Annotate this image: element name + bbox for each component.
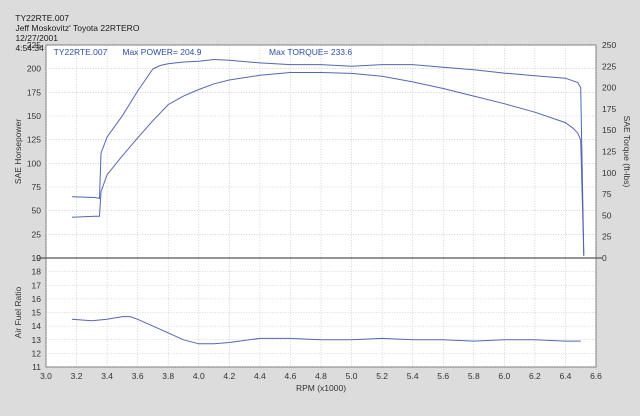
torque-tick-label: 50 <box>602 210 612 220</box>
x-tick-label: 4.6 <box>285 371 297 381</box>
x-tick-label: 5.8 <box>468 371 480 381</box>
x-tick-label: 5.6 <box>437 371 449 381</box>
x-tick-label: 3.6 <box>132 371 144 381</box>
torque-tick-label: 175 <box>602 104 616 114</box>
x-axis-title: RPM (x1000) <box>296 383 346 393</box>
air-fuel-curve <box>71 316 581 345</box>
hp-tick-label: 200 <box>27 64 41 74</box>
hp-tick-label: 50 <box>32 206 42 216</box>
torque-tick-label: 250 <box>602 40 616 50</box>
afr-tick-label: 11 <box>32 362 41 372</box>
hp-axis-title: SAE Horsepower <box>13 119 23 184</box>
hp-tick-label: 150 <box>27 111 41 121</box>
info-max-power: Max POWER= 204.9 <box>122 47 201 57</box>
x-tick-label: 6.6 <box>590 371 602 381</box>
torque-tick-label: 75 <box>602 189 612 199</box>
horsepower-curve <box>71 72 585 257</box>
torque-axis-title: SAE Torque (ft-lbs) <box>622 116 632 188</box>
afr-tick-label: 15 <box>32 308 42 318</box>
afr-tick-label: 14 <box>32 321 42 331</box>
torque-tick-label: 100 <box>602 168 616 178</box>
x-tick-label: 4.0 <box>193 371 205 381</box>
afr-tick-label: 16 <box>32 294 42 304</box>
info-max-torque: Max TORQUE= 233.6 <box>269 47 352 57</box>
hp-tick-label: 25 <box>32 229 42 239</box>
x-tick-label: 4.2 <box>223 371 235 381</box>
hp-tick-label: 100 <box>27 158 41 168</box>
x-tick-label: 3.8 <box>162 371 174 381</box>
torque-tick-label: 150 <box>602 125 616 135</box>
afr-tick-label: 18 <box>32 267 42 277</box>
hp-tick-label: 0 <box>36 253 41 263</box>
x-tick-label: 5.4 <box>407 371 419 381</box>
torque-tick-label: 0 <box>602 253 607 263</box>
x-tick-label: 6.0 <box>498 371 510 381</box>
afr-tick-label: 12 <box>32 348 42 358</box>
x-tick-label: 6.2 <box>529 371 541 381</box>
x-tick-label: 4.8 <box>315 371 327 381</box>
info-run: TY22RTE.007 <box>54 47 108 57</box>
torque-tick-label: 25 <box>602 232 612 242</box>
hp-tick-label: 175 <box>27 87 41 97</box>
header-vehicle: Jeff Moskovitz' Toyota 22RTERO <box>15 23 140 33</box>
afr-tick-label: 17 <box>32 280 42 290</box>
hp-tick-label: 125 <box>27 135 41 145</box>
x-tick-label: 3.2 <box>71 371 83 381</box>
x-tick-label: 3.4 <box>101 371 113 381</box>
hp-tick-label: 225 <box>27 40 41 50</box>
afr-axis-title: Air Fuel Ratio <box>13 286 23 338</box>
afr-tick-label: 19 <box>32 253 42 263</box>
torque-tick-label: 225 <box>602 61 616 71</box>
header-date: 12/27/2001 <box>15 33 58 43</box>
x-tick-label: 3.0 <box>40 371 52 381</box>
x-tick-label: 5.2 <box>376 371 388 381</box>
torque-tick-label: 200 <box>602 83 616 93</box>
afr-tick-label: 13 <box>32 335 42 345</box>
header-file: TY22RTE.007 <box>15 13 70 23</box>
x-tick-label: 4.4 <box>254 371 266 381</box>
torque-curve <box>71 58 585 255</box>
hp-tick-label: 75 <box>32 182 42 192</box>
x-tick-label: 5.0 <box>346 371 358 381</box>
torque-tick-label: 125 <box>602 147 616 157</box>
x-tick-label: 6.4 <box>560 371 572 381</box>
